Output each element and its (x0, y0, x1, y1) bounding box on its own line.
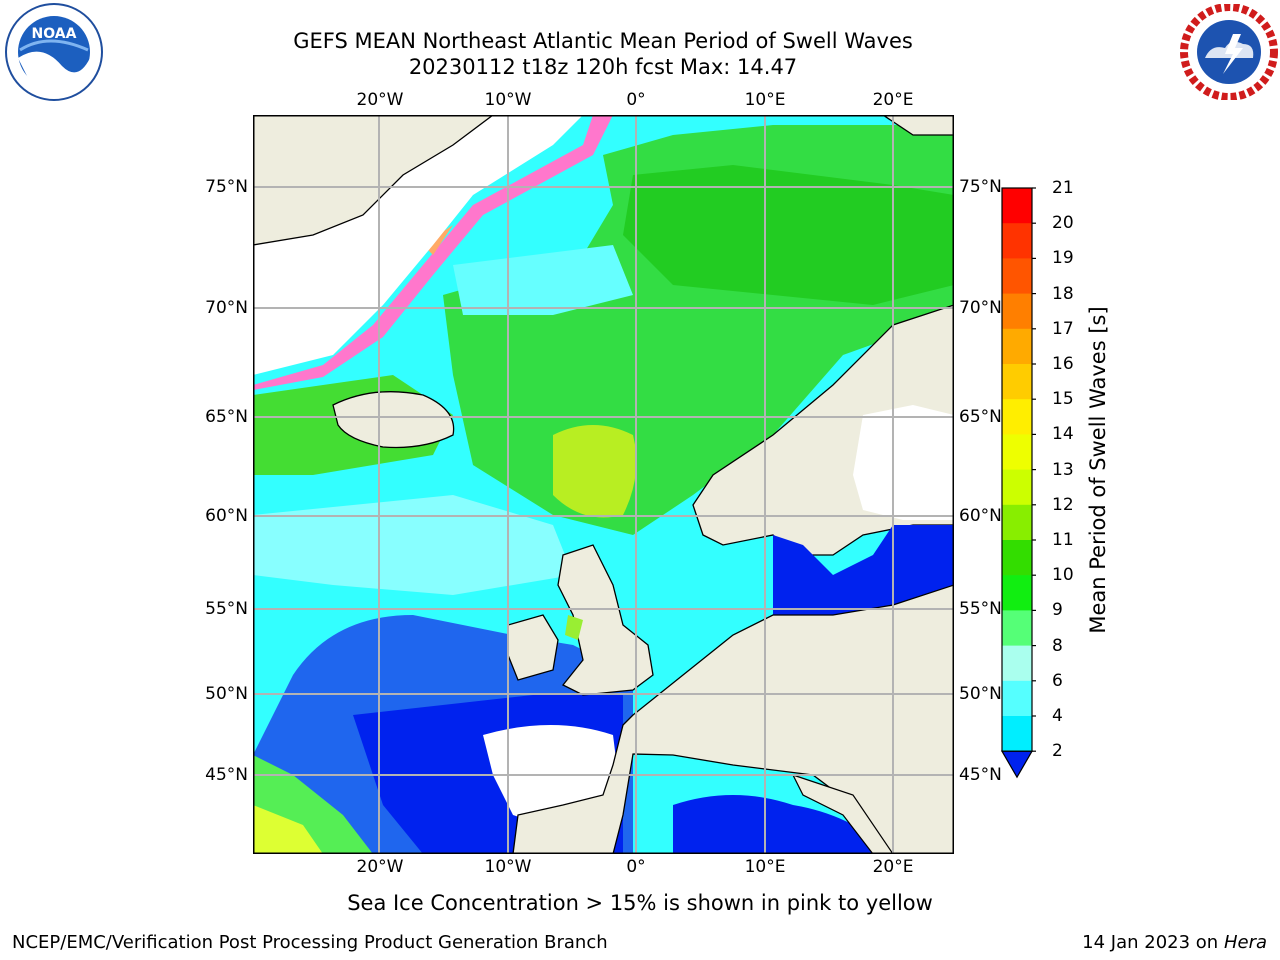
lon-tick-top-20e: 20°E (872, 90, 914, 110)
svalbard (881, 115, 954, 136)
lat-tick-left-55n: 55°N (205, 599, 248, 619)
swell-period-map (253, 115, 954, 854)
colorbar-tick-label: 14 (1052, 424, 1074, 445)
sweden-finland-white (853, 405, 954, 520)
lon-tick-bottom-20w: 20°W (356, 857, 404, 877)
colorbar-band (1002, 328, 1032, 365)
footer-host: Hera (1223, 932, 1267, 953)
lat-tick-right-65n: 65°N (959, 407, 1002, 427)
lon-tick-bottom-10w: 10°W (484, 857, 532, 877)
lat-tick-right-50n: 50°N (959, 684, 1002, 704)
lon-tick-top-10e: 10°E (744, 90, 786, 110)
footer-date: 14 Jan 2023 on Hera (1082, 932, 1267, 954)
colorbar-tick-label: 9 (1052, 600, 1063, 621)
colorbar-band (1002, 188, 1032, 224)
lat-tick-right-60n: 60°N (959, 506, 1002, 526)
colorbar-tick-label: 8 (1052, 635, 1063, 656)
colorbar-tick-label: 20 (1052, 213, 1074, 234)
footer-date-text: 14 Jan 2023 on (1082, 932, 1219, 953)
colorbar-tick-label: 10 (1052, 565, 1074, 586)
colorbar-band (1002, 469, 1032, 506)
colorbar-tick-label: 4 (1052, 706, 1063, 726)
footer-credit: NCEP/EMC/Verification Post Processing Pr… (12, 932, 608, 953)
nws-logo (1177, 3, 1280, 101)
lon-tick-bottom-0: 0° (626, 857, 646, 877)
lat-tick-right-70n: 70°N (959, 298, 1002, 318)
colorbar-tick-label: 13 (1052, 459, 1074, 480)
ice-note: Sea Ice Concentration > 15% is shown in … (347, 891, 933, 915)
map-subtitle: 20230112 t18z 120h fcst Max: 14.47 (408, 55, 798, 79)
great-britain (557, 544, 654, 696)
colorbar-band (1002, 258, 1032, 295)
colorbar-band (1002, 610, 1032, 647)
lon-tick-bottom-10e: 10°E (744, 857, 786, 877)
colorbar-band (1002, 364, 1032, 400)
lat-tick-left-50n: 50°N (205, 684, 248, 704)
graticule (253, 115, 954, 854)
mediterranean-sea (673, 795, 893, 854)
colorbar-label: Mean Period of Swell Waves [s] (1086, 306, 1110, 634)
lon-tick-top-0: 0° (626, 90, 646, 110)
swell-zone-lightcyan (253, 495, 573, 595)
colorbar-band (1002, 540, 1032, 576)
colorbar-band (1002, 645, 1032, 682)
lon-tick-top-20w: 20°W (356, 90, 404, 110)
iceland (332, 391, 455, 449)
lat-tick-left-75n: 75°N (205, 177, 248, 197)
lat-tick-left-65n: 65°N (205, 407, 248, 427)
lat-tick-right-55n: 55°N (959, 599, 1002, 619)
colorbar-tick-label: 6 (1052, 670, 1063, 691)
colorbar-tick-label: 2 (1052, 741, 1063, 762)
colorbar-band (1002, 575, 1032, 611)
lat-tick-left-60n: 60°N (205, 506, 248, 526)
map-title: GEFS MEAN Northeast Atlantic Mean Period… (293, 29, 913, 53)
lat-tick-left-70n: 70°N (205, 298, 248, 318)
noaa-logo-text: NOAA (32, 26, 77, 42)
sea-ice-edge (253, 115, 613, 390)
colorbar-tick-label: 16 (1052, 354, 1074, 374)
map-frame (253, 115, 954, 854)
colorbar-band (1002, 399, 1032, 435)
swell-zone-green-deep (623, 165, 954, 305)
colorbar-tick-label: 21 (1052, 178, 1074, 198)
colorbar-band (1002, 716, 1032, 752)
colorbar-band (1002, 504, 1032, 541)
lat-tick-left-45n: 45°N (205, 765, 248, 785)
lon-tick-top-10w: 10°W (484, 90, 532, 110)
colorbar-tick-label: 12 (1052, 494, 1074, 515)
colorbar-band (1002, 434, 1032, 471)
colorbar-tick-label: 17 (1052, 318, 1074, 339)
colorbar-tick-label: 11 (1052, 530, 1074, 550)
colorbar-band (1002, 680, 1032, 717)
lon-tick-bottom-20e: 20°E (872, 857, 914, 877)
colorbar-tick-label: 19 (1052, 248, 1074, 269)
lat-tick-right-45n: 45°N (959, 765, 1002, 785)
baltic-sea (773, 525, 954, 620)
colorbar-tick-label: 18 (1052, 283, 1074, 304)
colorbar (1000, 187, 1036, 779)
lat-tick-right-75n: 75°N (959, 177, 1002, 197)
colorbar-band (1002, 293, 1032, 330)
noaa-logo: NOAA (2, 2, 106, 106)
swell-zone-yellowgreen (553, 425, 637, 518)
colorbar-extend-triangle (1000, 750, 1034, 779)
colorbar-band (1002, 223, 1032, 259)
colorbar-tick-label: 15 (1052, 389, 1074, 410)
